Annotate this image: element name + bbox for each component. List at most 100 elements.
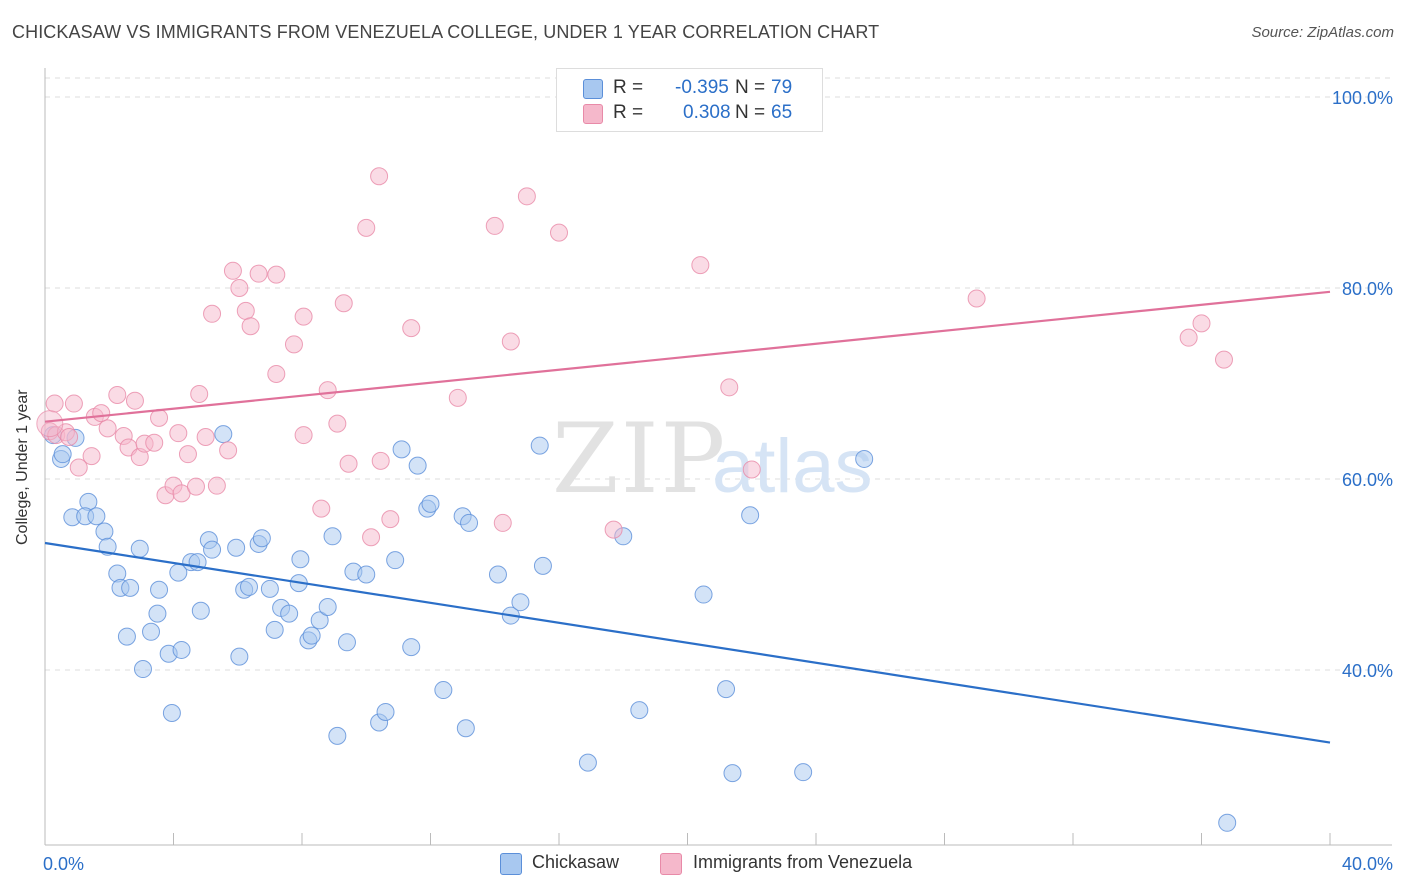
point-venezuela bbox=[196, 427, 215, 446]
point-venezuela bbox=[967, 289, 986, 308]
point-venezuela bbox=[362, 528, 381, 547]
point-chickasaw bbox=[511, 593, 530, 612]
point-chickasaw bbox=[1218, 813, 1237, 832]
point-chickasaw bbox=[230, 647, 249, 666]
point-venezuela bbox=[1179, 328, 1198, 347]
point-chickasaw bbox=[456, 719, 475, 738]
point-chickasaw bbox=[717, 680, 736, 699]
data-points bbox=[36, 167, 1237, 832]
point-chickasaw bbox=[578, 753, 597, 772]
point-venezuela bbox=[69, 458, 88, 477]
watermark-zip: ZIP bbox=[552, 403, 727, 515]
point-venezuela bbox=[370, 167, 389, 186]
legend-r-label: R = bbox=[613, 102, 644, 123]
point-chickasaw bbox=[130, 539, 149, 558]
point-venezuela bbox=[98, 419, 117, 438]
point-chickasaw bbox=[530, 436, 549, 455]
point-chickasaw bbox=[95, 522, 114, 541]
point-chickasaw bbox=[421, 494, 440, 513]
legend-n-value: 79 bbox=[771, 77, 793, 98]
point-venezuela bbox=[203, 304, 222, 323]
point-chickasaw bbox=[148, 604, 167, 623]
point-venezuela bbox=[1214, 350, 1233, 369]
point-venezuela bbox=[190, 385, 209, 404]
point-chickasaw bbox=[855, 449, 874, 468]
point-venezuela bbox=[371, 451, 390, 470]
legend-swatch-venezuela bbox=[583, 104, 603, 124]
x-tick-label: 0.0% bbox=[43, 854, 84, 874]
trend-lines bbox=[44, 290, 1331, 744]
point-venezuela bbox=[108, 385, 127, 404]
point-venezuela bbox=[312, 499, 331, 518]
point-venezuela bbox=[318, 381, 337, 400]
point-venezuela bbox=[448, 388, 467, 407]
point-chickasaw bbox=[630, 701, 649, 720]
bottom-legend-swatch-chickasaw bbox=[500, 853, 522, 875]
point-chickasaw bbox=[260, 579, 279, 598]
trend-line-chickasaw bbox=[44, 541, 1331, 744]
point-venezuela bbox=[186, 477, 205, 496]
chart-title: CHICKASAW VS IMMIGRANTS FROM VENEZUELA C… bbox=[12, 22, 880, 42]
point-chickasaw bbox=[376, 703, 395, 722]
point-venezuela bbox=[145, 433, 164, 452]
point-venezuela bbox=[334, 294, 353, 313]
legend-n-label: N = bbox=[735, 102, 766, 123]
y-tick-label: 40.0% bbox=[1342, 661, 1393, 681]
point-chickasaw bbox=[280, 604, 299, 623]
legend-r-label: R = bbox=[613, 77, 644, 98]
point-venezuela bbox=[223, 261, 242, 280]
bottom-legend-swatch-venezuela bbox=[660, 853, 682, 875]
point-venezuela bbox=[485, 216, 504, 235]
point-venezuela bbox=[720, 378, 739, 397]
point-chickasaw bbox=[357, 565, 376, 584]
legend-r-value: -0.395 bbox=[675, 77, 729, 98]
point-chickasaw bbox=[53, 445, 72, 464]
point-venezuela bbox=[82, 447, 101, 466]
point-chickasaw bbox=[117, 627, 136, 646]
point-chickasaw bbox=[337, 633, 356, 652]
point-chickasaw bbox=[302, 626, 321, 645]
point-chickasaw bbox=[203, 540, 222, 559]
bottom-legend-label-chickasaw: Chickasaw bbox=[532, 852, 620, 872]
point-chickasaw bbox=[318, 597, 337, 616]
point-venezuela bbox=[125, 391, 144, 410]
point-venezuela bbox=[267, 364, 286, 383]
point-chickasaw bbox=[434, 681, 453, 700]
legend-swatch-chickasaw bbox=[583, 79, 603, 99]
point-chickasaw bbox=[408, 456, 427, 475]
point-chickasaw bbox=[460, 513, 479, 532]
point-venezuela bbox=[742, 460, 761, 479]
point-chickasaw bbox=[723, 764, 742, 783]
point-venezuela bbox=[284, 335, 303, 354]
watermark-atlas: atlas bbox=[712, 424, 873, 509]
tick-labels: 40.0% 60.0% 80.0% 100.0% 0.0% 40.0% bbox=[43, 88, 1393, 874]
point-venezuela bbox=[150, 408, 169, 427]
point-venezuela bbox=[178, 445, 197, 464]
point-venezuela bbox=[249, 264, 268, 283]
point-venezuela bbox=[219, 441, 238, 460]
watermark: ZIP atlas bbox=[552, 403, 873, 515]
point-chickasaw bbox=[794, 763, 813, 782]
point-chickasaw bbox=[386, 551, 405, 570]
y-tick-label: 60.0% bbox=[1342, 470, 1393, 490]
point-venezuela bbox=[604, 520, 623, 539]
point-chickasaw bbox=[310, 611, 329, 630]
point-venezuela bbox=[267, 265, 286, 284]
point-venezuela bbox=[236, 301, 255, 320]
point-venezuela bbox=[36, 410, 64, 438]
point-chickasaw bbox=[191, 601, 210, 620]
point-venezuela bbox=[64, 394, 83, 413]
point-chickasaw bbox=[239, 577, 258, 596]
point-venezuela bbox=[60, 427, 79, 446]
point-chickasaw bbox=[694, 585, 713, 604]
point-venezuela bbox=[550, 223, 568, 242]
point-venezuela bbox=[294, 426, 313, 445]
point-chickasaw bbox=[252, 529, 271, 548]
point-venezuela bbox=[241, 317, 260, 336]
legend-r-value: 0.308 bbox=[683, 102, 731, 123]
bottom-legend-label-venezuela: Immigrants from Venezuela bbox=[693, 852, 913, 872]
point-venezuela bbox=[328, 414, 347, 433]
point-venezuela bbox=[402, 319, 421, 338]
point-chickasaw bbox=[291, 550, 310, 569]
point-venezuela bbox=[207, 476, 226, 495]
